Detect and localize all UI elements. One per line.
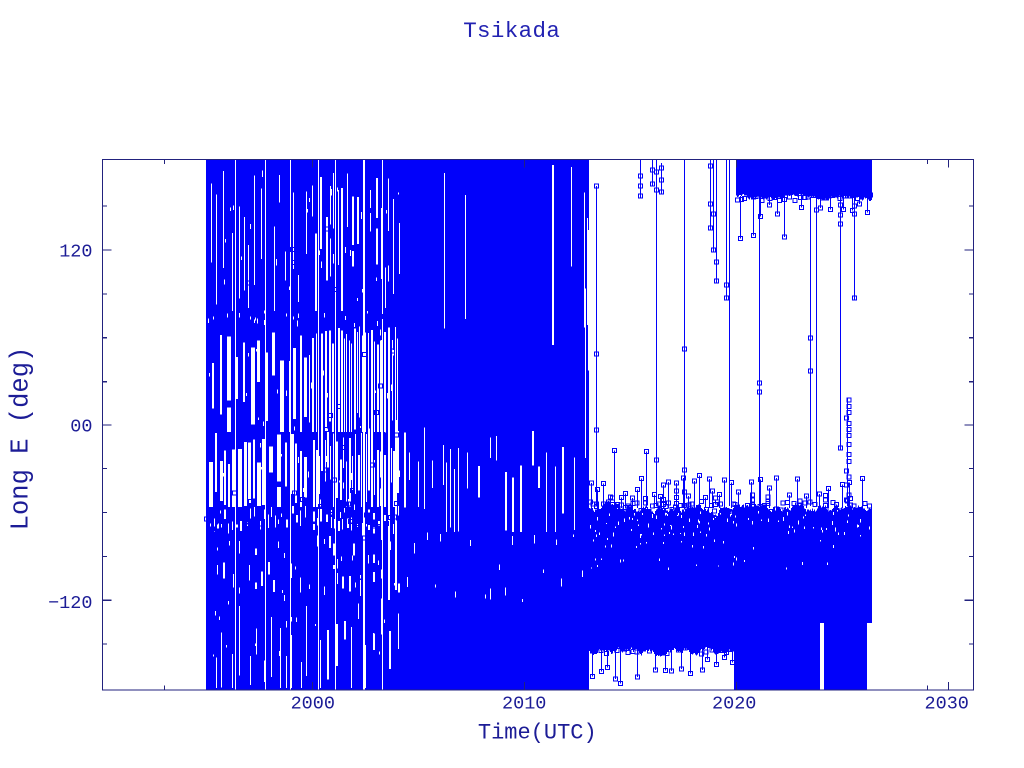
svg-text:2030: 2030 (924, 693, 968, 714)
svg-text:2000: 2000 (291, 693, 335, 714)
svg-text:−120: −120 (48, 593, 92, 614)
svg-text:2010: 2010 (502, 693, 546, 714)
svg-text:120: 120 (59, 242, 92, 263)
svg-text:Time(UTC): Time(UTC) (478, 721, 597, 746)
svg-text:00: 00 (70, 417, 92, 438)
svg-text:Long E (deg): Long E (deg) (7, 347, 36, 531)
svg-text:Tsikada: Tsikada (463, 18, 560, 44)
svg-text:2020: 2020 (712, 693, 756, 714)
